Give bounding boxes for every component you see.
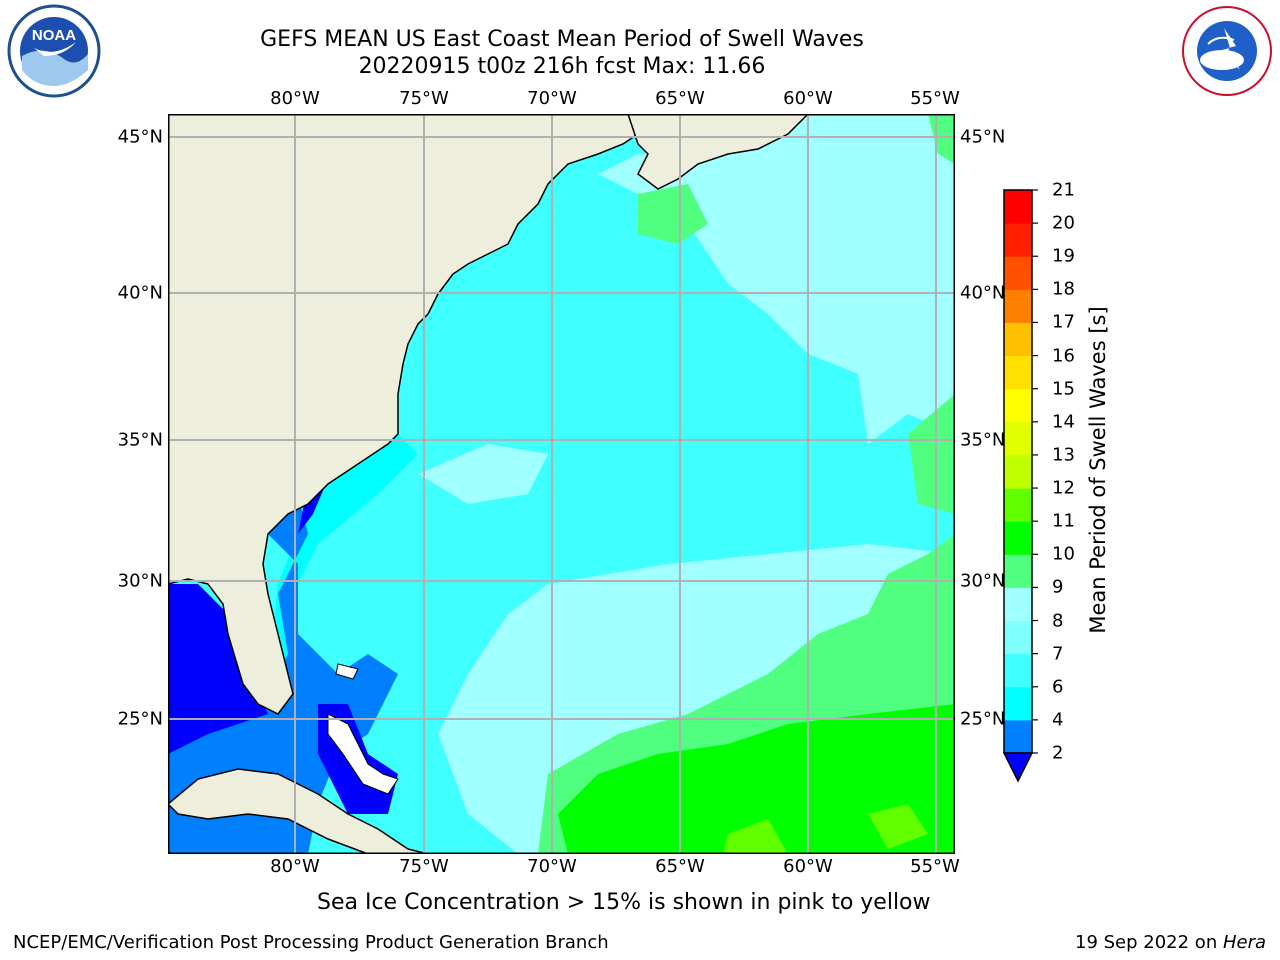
footer-credit: NCEP/EMC/Verification Post Processing Pr…: [13, 932, 609, 953]
sea-ice-caption: Sea Ice Concentration > 15% is shown in …: [317, 890, 931, 915]
colorbar-segment: [1004, 289, 1032, 323]
footer-date: 19 Sep 2022 on Hera: [1075, 932, 1266, 953]
colorbar-segment: [1004, 256, 1032, 290]
colorbar-tick-label: 21: [1052, 179, 1075, 201]
colorbar-tick-label: 10: [1052, 543, 1075, 565]
lat-label-left: 35°N: [117, 429, 163, 451]
ocean-field-11-12s: [723, 804, 928, 854]
colorbar-tick-label: 13: [1052, 444, 1075, 466]
colorbar-segment: [1004, 554, 1032, 588]
lon-label-top: 75°W: [399, 88, 449, 109]
colorbar-tick-label: 14: [1052, 411, 1075, 433]
noaa-logo: NOAA: [7, 4, 101, 98]
colorbar-tick-label: 2: [1052, 742, 1064, 764]
colorbar-tick-label: 7: [1052, 643, 1064, 665]
colorbar-segment: [1004, 223, 1032, 257]
lon-label-top: 70°W: [527, 88, 577, 109]
colorbar-segment: [1004, 521, 1032, 555]
lon-label-top: 80°W: [270, 88, 320, 109]
svg-text:NOAA: NOAA: [32, 27, 76, 44]
lat-label-right: 35°N: [960, 429, 1006, 451]
colorbar-segment: [1004, 488, 1032, 522]
national-weather-service-logo: [1182, 6, 1272, 96]
lat-label-right: 45°N: [960, 126, 1006, 148]
ocean-field-10-11s: [558, 704, 955, 854]
lat-label-right: 40°N: [960, 282, 1006, 304]
colorbar-segment: [1004, 719, 1032, 754]
colorbar-tick-label: 20: [1052, 212, 1075, 234]
colorbar-tick-label: 9: [1052, 576, 1064, 598]
colorbar-segment: [1004, 686, 1032, 721]
colorbar-tick-label: 15: [1052, 378, 1075, 400]
lon-label-top: 65°W: [655, 88, 705, 109]
lon-label-bottom: 70°W: [527, 856, 577, 877]
colorbar-tick-label: 11: [1052, 510, 1075, 532]
footer-machine: Hera: [1222, 932, 1266, 953]
land-mass-bahamas: [327, 663, 399, 795]
colorbar-tick-label: 8: [1052, 610, 1064, 632]
footer-date-text: 19 Sep 2022 on: [1075, 932, 1223, 953]
lat-label-right: 25°N: [960, 708, 1006, 730]
colorbar-tick-label: 4: [1052, 709, 1064, 731]
graticule: [168, 114, 955, 854]
colorbar-segment: [1004, 421, 1032, 456]
lon-label-top: 60°W: [783, 88, 833, 109]
lon-label-top: 55°W: [910, 88, 960, 109]
colorbar-segment: [1004, 653, 1032, 688]
colorbar-segment: [1004, 355, 1032, 390]
colorbar-segment: [1004, 190, 1032, 224]
ocean-field-9-10s: [538, 114, 955, 854]
land-mass-canada: [627, 114, 810, 190]
colorbar-extend-min: [1002, 752, 1034, 783]
colorbar-tick-label: 19: [1052, 245, 1075, 267]
lat-label-left: 30°N: [117, 570, 163, 592]
chart-title: GEFS MEAN US East Coast Mean Period of S…: [260, 27, 864, 52]
colorbar-segment: [1004, 620, 1032, 655]
lat-label-left: 45°N: [117, 126, 163, 148]
swell-period-map: [168, 114, 955, 854]
lon-label-bottom: 75°W: [399, 856, 449, 877]
colorbar-segment: [1004, 322, 1032, 357]
lat-label-left: 40°N: [117, 282, 163, 304]
lat-label-left: 25°N: [117, 708, 163, 730]
lon-label-bottom: 60°W: [783, 856, 833, 877]
colorbar-tick-label: 16: [1052, 345, 1075, 367]
colorbar-segment: [1004, 388, 1032, 423]
lon-label-bottom: 80°W: [270, 856, 320, 877]
colorbar-tick-label: 6: [1052, 676, 1064, 698]
colorbar-segment: [1004, 587, 1032, 622]
land-mass-cuba: [168, 768, 429, 854]
lon-label-bottom: 55°W: [910, 856, 960, 877]
colorbar-tick-label: 17: [1052, 311, 1075, 333]
colorbar-segment: [1004, 454, 1032, 489]
colorbar: [1002, 189, 1038, 783]
lon-label-bottom: 65°W: [655, 856, 705, 877]
chart-subtitle: 20220915 t00z 216h fcst Max: 11.66: [358, 54, 766, 79]
colorbar-tick-label: 18: [1052, 278, 1075, 300]
colorbar-tick-label: 12: [1052, 477, 1075, 499]
lat-label-right: 30°N: [960, 570, 1006, 592]
colorbar-title: Mean Period of Swell Waves [s]: [1086, 306, 1110, 634]
